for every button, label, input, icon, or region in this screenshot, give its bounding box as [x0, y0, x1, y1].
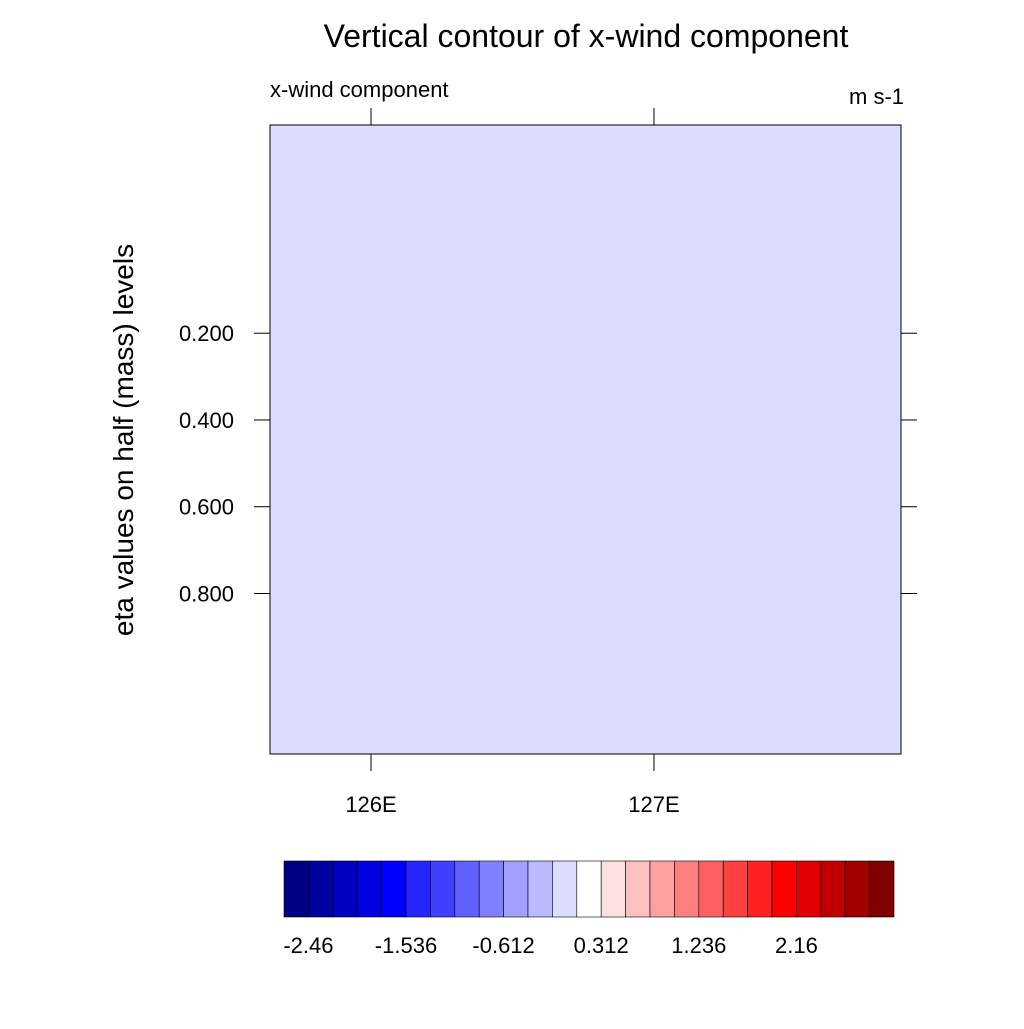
- y-tick-label: 0.200: [179, 321, 234, 346]
- colorbar-box: [722, 860, 748, 918]
- colorbar-box: [576, 860, 602, 918]
- colorbar-box: [356, 860, 382, 918]
- x-tick-label: 127E: [628, 792, 679, 817]
- colorbar-tick-label: 0.312: [574, 933, 629, 958]
- left-string: x-wind component: [270, 77, 449, 102]
- colorbar-box: [430, 860, 456, 918]
- colorbar-box: [552, 860, 578, 918]
- colorbar-tick-label: -2.46: [283, 933, 333, 958]
- y-tick-label: 0.400: [179, 408, 234, 433]
- colorbar-box: [869, 860, 895, 918]
- colorbar-box: [332, 860, 358, 918]
- y-tick-label: 0.600: [179, 495, 234, 520]
- colorbar-box: [747, 860, 773, 918]
- x-tick-label: 126E: [345, 792, 396, 817]
- colorbar-tick-label: -0.612: [472, 933, 534, 958]
- right-string: m s-1: [849, 84, 904, 109]
- colorbar-box: [308, 860, 334, 918]
- colorbar-box: [674, 860, 700, 918]
- colorbar-box: [796, 860, 822, 918]
- colorbar-box: [405, 860, 431, 918]
- colorbar-box: [600, 860, 626, 918]
- colorbar-box: [478, 860, 504, 918]
- colorbar-box: [820, 860, 846, 918]
- contour-field: [269, 124, 902, 755]
- colorbar-tick-label: -1.536: [375, 933, 437, 958]
- colorbar-box: [503, 860, 529, 918]
- colorbar-box: [283, 860, 309, 918]
- colorbar-box: [527, 860, 553, 918]
- colorbar-box: [771, 860, 797, 918]
- y-tick-label: 0.800: [179, 581, 234, 606]
- colorbar-box: [454, 860, 480, 918]
- colorbar-tick-label: 2.16: [775, 933, 818, 958]
- colorbar-box: [698, 860, 724, 918]
- y-axis-label: eta values on half (mass) levels: [108, 244, 139, 636]
- colorbar-box: [844, 860, 870, 918]
- colorbar-box: [381, 860, 407, 918]
- colorbar-tick-label: 1.236: [671, 933, 726, 958]
- chart-title: Vertical contour of x-wind component: [324, 18, 849, 54]
- colorbar-box: [625, 860, 651, 918]
- colorbar-box: [649, 860, 675, 918]
